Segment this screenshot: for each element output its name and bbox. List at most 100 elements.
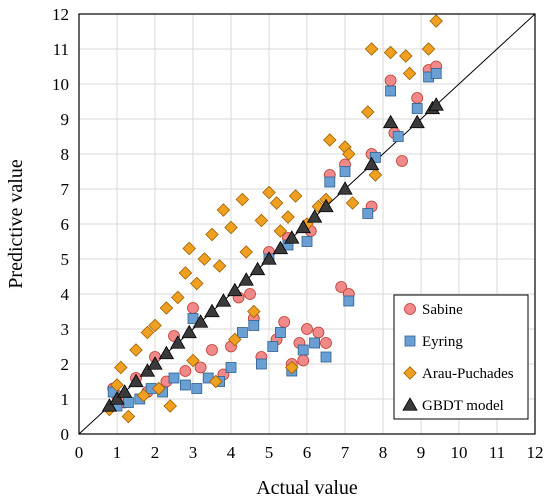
arau-puchades-point bbox=[281, 210, 295, 224]
y-tick-label: 1 bbox=[61, 390, 70, 409]
y-tick-label: 12 bbox=[52, 5, 69, 24]
eyring-point bbox=[274, 327, 286, 338]
x-tick-label: 12 bbox=[527, 443, 544, 462]
y-tick-label: 11 bbox=[53, 40, 69, 59]
data-points bbox=[101, 14, 444, 424]
sabine-point bbox=[335, 281, 348, 293]
x-tick-label: 10 bbox=[451, 443, 468, 462]
arau-puchades-point bbox=[129, 343, 143, 357]
arau-puchades-point bbox=[224, 220, 238, 235]
arau-puchades-point bbox=[323, 133, 337, 147]
eyring-point bbox=[362, 208, 374, 219]
legend-marker-sabine bbox=[404, 303, 416, 315]
arau-puchades-point bbox=[345, 196, 360, 210]
gbdt-model-point bbox=[363, 156, 380, 171]
eyring-point bbox=[392, 131, 404, 142]
eyring-point bbox=[411, 103, 423, 114]
sabine-point bbox=[187, 302, 199, 314]
gbdt-model-point bbox=[249, 261, 266, 276]
eyring-point bbox=[324, 176, 336, 188]
arau-puchades-point bbox=[247, 304, 261, 319]
gbdt-model-point bbox=[158, 345, 175, 360]
gbdt-model-point bbox=[192, 314, 209, 328]
eyring-point bbox=[369, 152, 381, 163]
arau-puchades-point bbox=[186, 353, 200, 368]
arau-puchades-point bbox=[121, 409, 136, 424]
arau-puchades-point bbox=[182, 241, 196, 256]
sabine-point bbox=[179, 365, 192, 377]
eyring-point bbox=[385, 85, 397, 97]
eyring-point bbox=[168, 372, 180, 384]
arau-puchades-point bbox=[311, 199, 326, 214]
arau-puchades-point bbox=[178, 266, 193, 280]
arau-puchades-point bbox=[239, 245, 253, 259]
arau-puchades-point bbox=[254, 213, 269, 228]
arau-puchades-point bbox=[152, 381, 166, 396]
eyring-point bbox=[236, 327, 248, 338]
eyring-point bbox=[191, 383, 203, 394]
legend-label-arau-puchades: Arau-Puchades bbox=[422, 366, 514, 382]
x-tick-label: 11 bbox=[489, 443, 505, 462]
eyring-point bbox=[123, 397, 134, 408]
x-tick-labels: 0 1 2 3 4 5 6 7 8 9 10 11 12 bbox=[75, 443, 544, 462]
y-tick-label: 7 bbox=[61, 180, 70, 199]
eyring-point bbox=[339, 166, 351, 177]
legend-box bbox=[393, 294, 529, 420]
arau-puchades-point bbox=[421, 42, 436, 56]
x-tick-label: 9 bbox=[417, 443, 426, 462]
gbdt-model-point bbox=[428, 97, 444, 111]
gbdt-model-point bbox=[128, 373, 144, 388]
gbdt-model-point bbox=[284, 230, 300, 244]
sabine-point bbox=[206, 344, 218, 356]
eyring-point bbox=[248, 320, 260, 331]
x-tick-label: 3 bbox=[189, 443, 198, 462]
arau-puchades-point bbox=[148, 318, 162, 333]
eyring-point bbox=[301, 236, 313, 247]
x-tick-label: 5 bbox=[265, 443, 274, 462]
x-tick-label: 7 bbox=[341, 443, 350, 462]
gbdt-model-point bbox=[261, 251, 277, 265]
gbdt-model-point bbox=[215, 293, 232, 307]
arau-puchades-point bbox=[383, 45, 398, 60]
arau-puchades-point bbox=[273, 224, 288, 238]
sabine-point bbox=[384, 74, 397, 87]
gbdt-model-point bbox=[306, 209, 323, 223]
arau-puchades-point bbox=[163, 399, 177, 413]
gbdt-model-point bbox=[139, 363, 156, 377]
gbdt-model-point bbox=[101, 398, 118, 412]
gbdt-model-point bbox=[181, 324, 197, 339]
arau-puchades-point bbox=[285, 360, 299, 375]
x-tick-label: 8 bbox=[379, 443, 388, 462]
y-tick-label: 4 bbox=[61, 285, 70, 304]
arau-puchades-point bbox=[364, 42, 379, 56]
eyring-point bbox=[430, 68, 442, 79]
gbdt-model-point bbox=[170, 335, 186, 349]
eyring-point bbox=[309, 337, 321, 349]
x-tick-label: 2 bbox=[151, 443, 160, 462]
gbdt-model-point bbox=[147, 356, 163, 370]
x-tick-label: 4 bbox=[227, 443, 236, 462]
gbdt-model-point bbox=[204, 303, 220, 318]
arau-puchades-point bbox=[235, 192, 250, 207]
sabine-point bbox=[411, 92, 424, 104]
sabine-point bbox=[278, 316, 291, 328]
arau-puchades-point bbox=[262, 185, 276, 200]
arau-puchades-point bbox=[402, 66, 417, 81]
plot-frame bbox=[78, 13, 536, 435]
eyring-point bbox=[297, 344, 309, 356]
x-tick-label: 0 bbox=[75, 443, 84, 462]
x-tick-label: 1 bbox=[113, 443, 122, 462]
gbdt-model-point bbox=[116, 384, 133, 398]
y-tick-label: 9 bbox=[61, 110, 70, 129]
legend-label-gbdt-model: GBDT model bbox=[422, 398, 504, 414]
x-tick-label: 6 bbox=[303, 443, 312, 462]
eyring-point bbox=[179, 379, 191, 391]
y-axis-title: Predictive value bbox=[5, 159, 27, 289]
gbdt-model-point bbox=[227, 282, 243, 297]
y-tick-label: 3 bbox=[61, 320, 70, 339]
legend-marker-eyring bbox=[404, 335, 416, 347]
legend: Sabine Eyring Arau-Puchades GBDT model bbox=[393, 294, 529, 420]
gbdt-model-point bbox=[272, 240, 289, 255]
y-tick-label: 0 bbox=[61, 425, 70, 444]
legend-label-eyring: Eyring bbox=[422, 334, 463, 350]
